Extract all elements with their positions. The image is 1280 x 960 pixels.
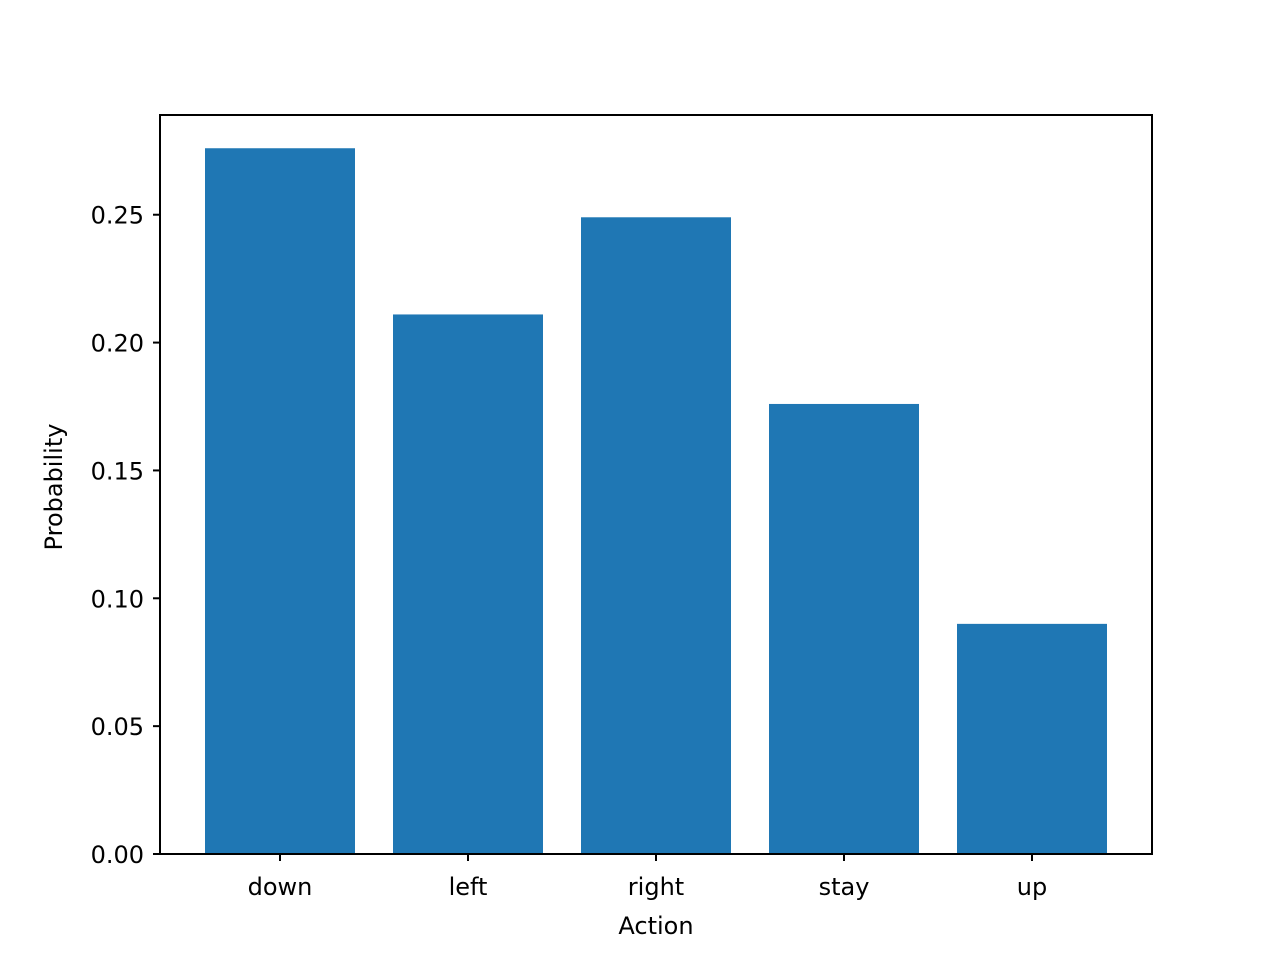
y-tick-label: 0.10 [91,585,144,613]
y-tick-label: 0.25 [91,202,144,230]
y-axis-ticks: 0.00 0.05 0.10 0.15 0.20 0.25 [91,202,160,869]
x-tick-label: right [628,873,684,901]
y-axis-label: Probability [40,424,68,551]
y-tick-label: 0.15 [91,457,144,485]
x-tick-label: stay [819,873,870,901]
x-axis-label: Action [618,912,693,940]
bar-stay [769,403,919,854]
bar-left [393,314,543,855]
bar-up [957,623,1107,854]
bars-group [205,148,1107,855]
x-tick-label: up [1017,873,1047,901]
y-tick-label: 0.05 [91,713,144,741]
x-tick-label: left [449,873,488,901]
y-tick-label: 0.20 [91,330,144,358]
bar-right [581,217,731,854]
x-tick-label: down [248,873,313,901]
x-axis-ticks: down left right stay up [248,854,1047,901]
y-tick-label: 0.00 [91,841,144,869]
bar-down [205,148,355,855]
